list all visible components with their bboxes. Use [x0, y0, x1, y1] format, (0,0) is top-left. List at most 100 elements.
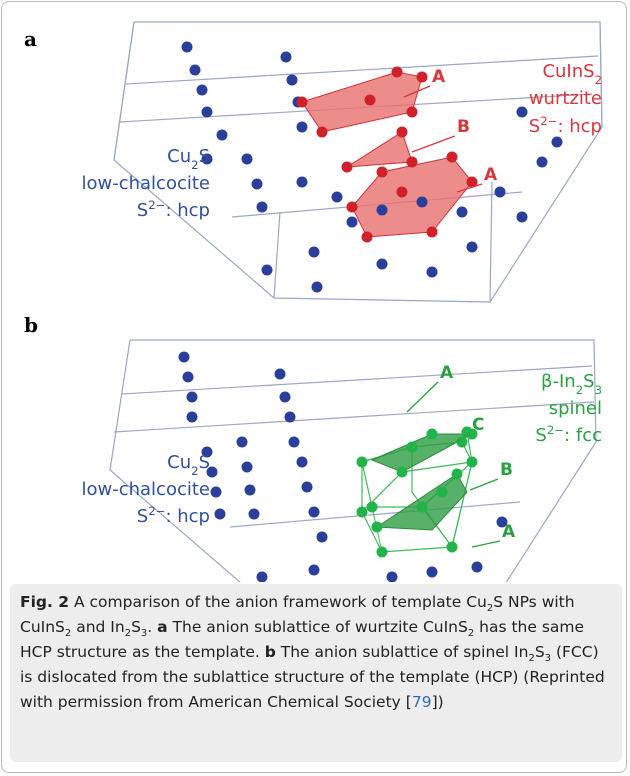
caption-text: (FCC) is dislocated from the sublattice …	[20, 643, 605, 711]
caption-text: ])	[431, 693, 444, 711]
atom	[494, 186, 506, 198]
atom	[286, 74, 298, 86]
atom	[406, 156, 418, 168]
product-label: β-In2S3	[541, 371, 602, 397]
atom	[201, 106, 213, 118]
atom	[406, 441, 418, 453]
atom	[356, 506, 368, 518]
text-span: β-In	[541, 371, 576, 392]
atom	[426, 226, 438, 238]
text-span: : hcp	[557, 116, 602, 137]
atom	[356, 456, 368, 468]
caption-text: The anion sublattice of spinel In	[275, 643, 529, 661]
atom	[214, 508, 226, 520]
text-span: : fcc	[564, 425, 602, 446]
atom	[244, 484, 256, 496]
caption-text: and In	[71, 618, 125, 636]
atom	[296, 456, 308, 468]
atom	[376, 204, 388, 216]
product-label: wurtzite	[529, 88, 602, 109]
text-span: S	[535, 425, 546, 446]
atom	[346, 201, 358, 213]
atom	[376, 546, 388, 558]
host-label: S2−: hcp	[137, 198, 210, 221]
text-span: Cu	[167, 146, 191, 167]
atom	[456, 206, 468, 218]
text-span: S	[137, 200, 148, 221]
text-span: 2	[595, 73, 602, 87]
atom	[391, 66, 403, 78]
atom	[426, 266, 438, 278]
atom	[316, 126, 328, 138]
text-span: S	[199, 146, 210, 167]
caption-text: S	[534, 643, 545, 661]
atom	[284, 411, 296, 423]
atom	[466, 456, 478, 468]
atom	[551, 136, 563, 148]
caption-sub: 3	[544, 653, 552, 665]
atom	[210, 486, 222, 498]
atom	[396, 126, 408, 138]
atom	[186, 411, 198, 423]
atom	[261, 264, 273, 276]
atom	[416, 71, 428, 83]
atom	[196, 84, 208, 96]
text-span: 3	[595, 383, 602, 397]
atom	[416, 196, 428, 208]
layer-label: B	[500, 460, 513, 480]
text-span: S	[137, 506, 148, 527]
text-span: 2−	[148, 504, 165, 518]
text-span: Cu	[167, 452, 191, 473]
atom	[296, 96, 308, 108]
text-span: 2−	[148, 198, 165, 212]
text-span: 2	[191, 158, 198, 172]
caption-text: .	[147, 618, 158, 636]
atom	[446, 151, 458, 163]
text-span: spinel	[549, 398, 602, 419]
text-span: S	[583, 371, 594, 392]
caption-text: S NPs with CuInS	[20, 593, 575, 636]
atom	[216, 129, 228, 141]
atom	[316, 531, 328, 543]
caption-sub: 2	[124, 628, 132, 640]
atom	[364, 94, 376, 106]
caption-sub: 2	[64, 628, 72, 640]
layer-label: B	[457, 117, 470, 137]
caption-sub: 2	[467, 628, 475, 640]
leader-line	[469, 478, 499, 491]
atom	[346, 216, 358, 228]
text-span: wurtzite	[529, 88, 602, 109]
atom	[251, 178, 263, 190]
atom	[416, 501, 428, 513]
atom	[248, 508, 260, 520]
host-label: low-chalcocite	[81, 173, 210, 194]
product-label: S2−: hcp	[529, 114, 602, 137]
text-span: 2	[576, 383, 583, 397]
atom	[451, 468, 463, 480]
atom	[241, 461, 253, 473]
atom	[280, 51, 292, 63]
atom	[471, 561, 483, 573]
atom	[189, 64, 201, 76]
atom	[296, 121, 308, 133]
caption: Fig. 2 A comparison of the anion framewo…	[10, 584, 622, 762]
atom	[241, 153, 253, 165]
leader-line	[446, 433, 471, 448]
text-span: low-chalcocite	[81, 173, 210, 194]
caption-link[interactable]: 79	[411, 693, 432, 711]
atom	[536, 156, 548, 168]
caption-sub: 3	[140, 628, 148, 640]
atom	[426, 566, 438, 578]
atom	[371, 521, 383, 533]
host-label: Cu2S	[167, 146, 210, 172]
text-span: : hcp	[165, 200, 210, 221]
layer-label: A	[484, 165, 498, 185]
atom	[386, 571, 398, 582]
caption-bold: b	[264, 643, 276, 661]
atom	[274, 368, 286, 380]
atom	[426, 428, 438, 440]
atom	[406, 106, 418, 118]
atom	[279, 391, 291, 403]
atom	[256, 571, 268, 582]
atom	[366, 501, 378, 513]
